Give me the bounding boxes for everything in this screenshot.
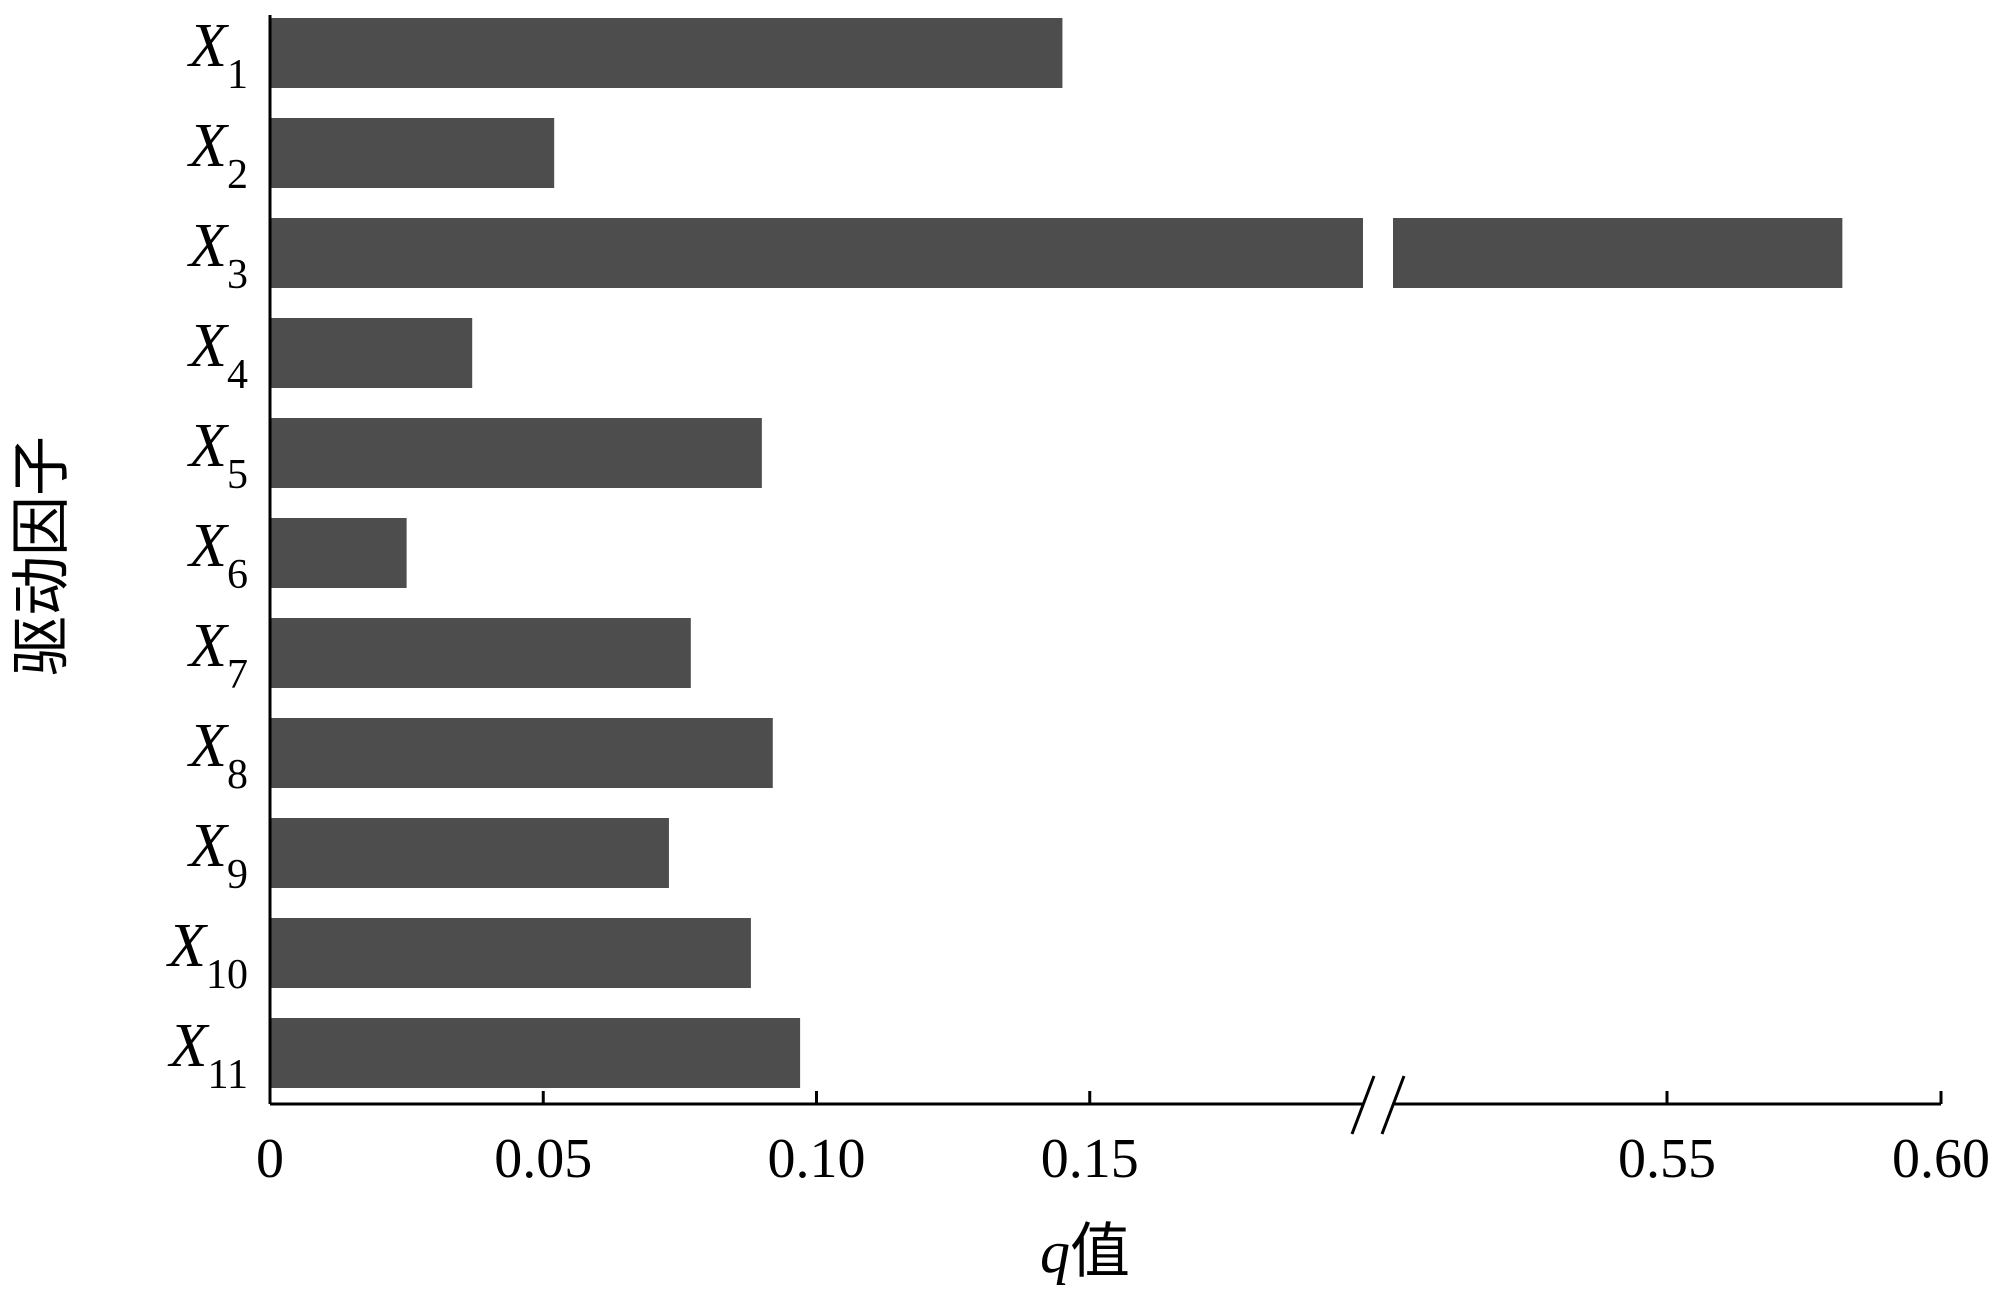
bar-4 <box>270 318 473 388</box>
x-tick-label-2: 0.05 <box>494 1128 592 1190</box>
bar-11 <box>270 1018 801 1088</box>
x-tick-label-1: 0 <box>256 1128 284 1190</box>
x-tick-label-4: 0.15 <box>1041 1128 1139 1190</box>
x-axis-title: q值 <box>1040 1217 1130 1287</box>
category-label-5: X5 <box>186 412 248 498</box>
category-label-7: X7 <box>186 612 248 698</box>
category-label-6: X6 <box>186 512 248 598</box>
category-label-4: X4 <box>186 312 248 398</box>
x-tick-label-3: 0.10 <box>768 1128 866 1190</box>
category-label-2: X2 <box>186 112 248 198</box>
bar-6 <box>270 518 407 588</box>
axis-break-mark-1 <box>1350 1075 1376 1135</box>
category-label-10: X10 <box>165 912 248 998</box>
bar-7 <box>270 618 691 688</box>
y-axis-title: 驱动因子 <box>7 436 77 676</box>
bar-8 <box>270 718 773 788</box>
x-tick-label-5: 0.55 <box>1618 1128 1716 1190</box>
bar-10 <box>270 918 751 988</box>
axis-break-mark-2 <box>1380 1075 1406 1135</box>
category-label-1: X1 <box>186 12 248 98</box>
category-label-9: X9 <box>186 812 248 898</box>
x-tick-label-6: 0.60 <box>1892 1128 1990 1190</box>
bar-5 <box>270 418 762 488</box>
bars-group <box>270 18 1843 1088</box>
x-axis-title-q: q <box>1040 1219 1070 1285</box>
category-label-8: X8 <box>186 712 248 798</box>
bar-1 <box>270 18 1063 88</box>
bar-9 <box>270 818 669 888</box>
bar-3 <box>270 218 1363 288</box>
bar-2 <box>270 118 555 188</box>
bar-3-after-break <box>1393 218 1843 288</box>
category-label-3: X3 <box>186 212 248 298</box>
x-axis-title-rest: 值 <box>1070 1217 1130 1287</box>
x-ticks-group: 0 0.05 0.10 0.15 0.55 0.60 <box>256 1091 1990 1190</box>
category-label-11: X11 <box>167 1012 248 1098</box>
category-labels-group: X1 X2 X3 X4 X5 X6 X7 X8 X9 X10 X11 <box>165 12 248 1098</box>
